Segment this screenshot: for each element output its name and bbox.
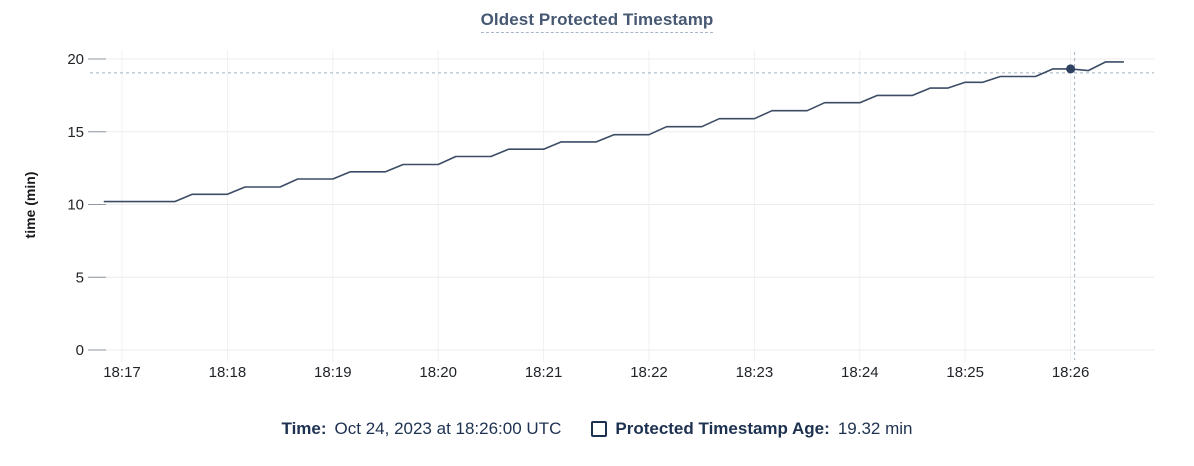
x-axis-labels: 18:17 18:18 18:19 18:20 18:21 18:22 18:23 18:24…	[103, 364, 1089, 381]
series-label: Protected Timestamp Age:	[615, 419, 830, 438]
series-legend-item[interactable]: Protected Timestamp Age: 19.32 min	[591, 419, 912, 439]
svg-text:0: 0	[76, 342, 84, 359]
svg-text:18:23: 18:23	[736, 364, 774, 381]
svg-text:18:24: 18:24	[841, 364, 879, 381]
svg-text:18:26: 18:26	[1052, 364, 1090, 381]
svg-text:18:22: 18:22	[630, 364, 668, 381]
time-label: Time:	[281, 419, 327, 438]
chart-title[interactable]: Oldest Protected Timestamp	[480, 10, 714, 33]
svg-text:5: 5	[76, 269, 84, 286]
svg-text:18:19: 18:19	[314, 364, 352, 381]
svg-text:18:25: 18:25	[946, 364, 984, 381]
hover-crosshair	[90, 52, 1154, 360]
svg-text:18:21: 18:21	[525, 364, 563, 381]
svg-text:10: 10	[67, 197, 84, 214]
hover-dot	[1066, 64, 1076, 74]
timeseries-chart[interactable]: 18:17 18:18 18:19 18:20 18:21 18:22 18:23 18:24…	[0, 0, 1194, 400]
chart-title-row: Oldest Protected Timestamp	[0, 10, 1194, 33]
svg-text:18:20: 18:20	[419, 364, 457, 381]
series-checkbox[interactable]	[591, 421, 608, 437]
series-line	[103, 61, 1125, 203]
y-axis-labels: 0 5 10 15 20	[67, 51, 84, 359]
svg-text:15: 15	[67, 124, 84, 141]
hover-time-readout: Time: Oct 24, 2023 at 18:26:00 UTC	[282, 419, 562, 439]
svg-text:20: 20	[67, 51, 84, 68]
legend: Time: Oct 24, 2023 at 18:26:00 UTC Prote…	[0, 419, 1194, 439]
time-value: Oct 24, 2023 at 18:26:00 UTC	[334, 419, 562, 438]
svg-text:18:18: 18:18	[209, 364, 247, 381]
series-value: 19.32 min	[837, 419, 913, 438]
y-axis-title: time (min)	[22, 171, 38, 239]
gridlines	[88, 50, 1154, 362]
svg-text:18:17: 18:17	[103, 364, 141, 381]
